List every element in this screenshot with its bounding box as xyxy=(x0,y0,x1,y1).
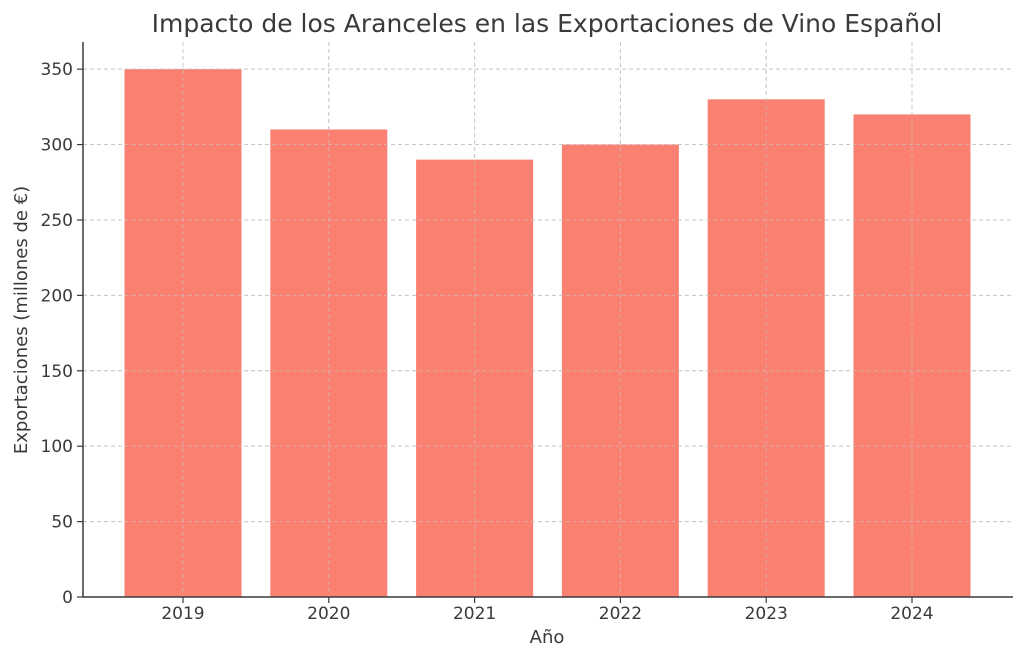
y-tick-label: 0 xyxy=(62,588,73,608)
x-tick-label: 2020 xyxy=(307,604,350,624)
x-tick-label: 2022 xyxy=(599,604,642,624)
y-tick-label: 350 xyxy=(41,60,73,80)
x-tick-label: 2021 xyxy=(453,604,496,624)
y-axis-label: Exportaciones (millones de €) xyxy=(11,186,32,454)
y-tick-label: 150 xyxy=(41,362,73,382)
bars-layer xyxy=(124,69,971,598)
x-tick-label: 2023 xyxy=(745,604,788,624)
x-tick-label: 2019 xyxy=(161,604,204,624)
y-tick-label: 200 xyxy=(41,286,73,306)
chart-title: Impacto de los Aranceles en las Exportac… xyxy=(152,9,943,38)
x-tick-label: 2024 xyxy=(890,604,933,624)
bar-2023 xyxy=(707,99,825,597)
y-tick-label: 100 xyxy=(41,437,73,457)
y-tick-label: 300 xyxy=(41,136,73,156)
y-tick-label: 50 xyxy=(51,513,73,533)
axes-layer xyxy=(82,42,1013,598)
x-axis-label: Año xyxy=(530,627,565,648)
bar-2024 xyxy=(853,114,971,598)
ticks-layer: 0 50 100 150 200 250 300 350 2019 2020 2021 2022 202… xyxy=(41,60,934,624)
y-tick-label: 250 xyxy=(41,211,73,231)
